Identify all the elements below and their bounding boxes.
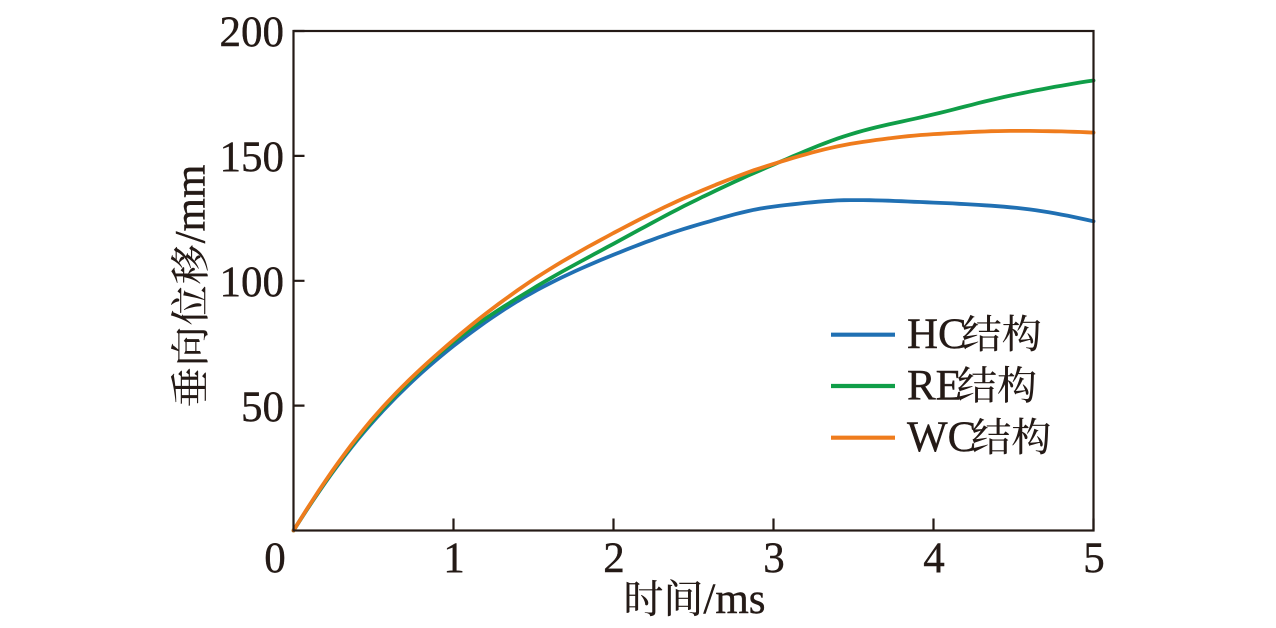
svg-text:WC: WC — [907, 414, 976, 461]
svg-text:RE: RE — [907, 363, 962, 410]
svg-text:HC: HC — [907, 311, 967, 358]
svg-text:150: 150 — [220, 134, 285, 181]
svg-text:200: 200 — [220, 9, 285, 56]
svg-text:/mm: /mm — [168, 165, 215, 244]
svg-text:/ms: /ms — [703, 576, 765, 623]
svg-text:4: 4 — [923, 535, 945, 582]
svg-text:5: 5 — [1083, 535, 1105, 582]
svg-text:2: 2 — [603, 535, 625, 582]
svg-text:1: 1 — [443, 535, 465, 582]
svg-text:3: 3 — [763, 535, 785, 582]
svg-text:0: 0 — [264, 535, 286, 582]
svg-text:50: 50 — [241, 384, 284, 431]
svg-text:100: 100 — [220, 259, 285, 306]
